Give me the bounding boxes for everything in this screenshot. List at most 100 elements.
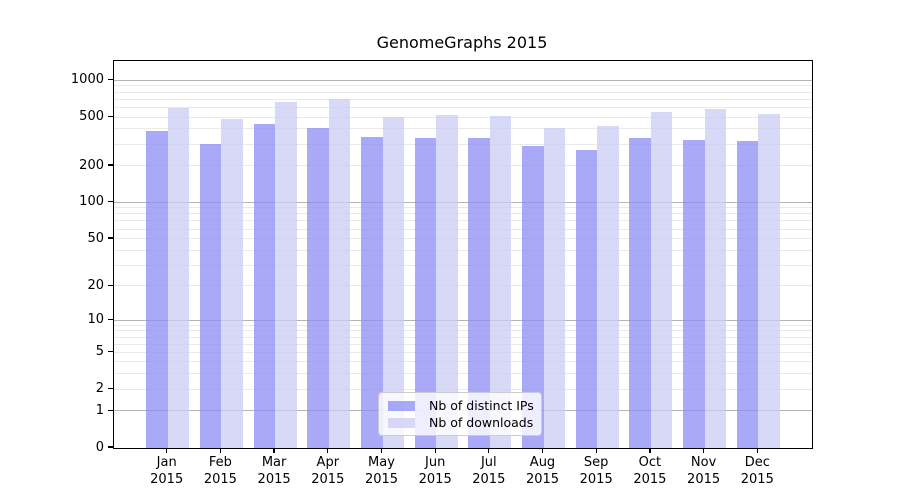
gridline-minor [114, 351, 812, 353]
gridline-major [114, 79, 812, 81]
bar-distinct-ips-jun [414, 137, 437, 448]
gridline-minor [114, 264, 812, 266]
bar-downloads-may [382, 117, 404, 448]
x-tick-label: May 2015 [364, 455, 399, 487]
x-axis-tick [273, 448, 275, 454]
y-tick-label: 500 [79, 109, 104, 124]
x-tick-label: Oct 2015 [633, 455, 667, 487]
x-tick-label: Dec 2015 [740, 455, 774, 487]
gridline-minor [114, 98, 812, 100]
legend-label-distinct-ips: Nb of distinct IPs [429, 398, 534, 413]
y-axis-tick [108, 409, 113, 411]
x-axis-tick [488, 448, 490, 454]
x-tick-label: Nov 2015 [687, 455, 721, 487]
legend: Nb of distinct IPs Nb of downloads [378, 392, 542, 436]
y-tick-label: 20 [87, 277, 104, 293]
bar-distinct-ips-apr [307, 127, 329, 448]
y-tick-label: 1 [95, 402, 104, 418]
x-axis-tick [649, 448, 651, 454]
x-axis-tick [702, 448, 705, 454]
gridline-minor [114, 106, 812, 108]
y-tick-label: 5 [95, 344, 104, 360]
x-axis-tick [327, 448, 329, 454]
gridline-minor [114, 373, 812, 375]
gridline-minor [114, 343, 812, 345]
gridline-minor [114, 361, 812, 363]
x-tick-label: Apr 2015 [311, 455, 345, 487]
y-axis-tick [108, 164, 113, 166]
y-tick-label: 100 [79, 194, 104, 210]
bar-downloads-nov [704, 108, 727, 448]
bar-downloads-jul [489, 116, 512, 448]
gridline-minor [114, 220, 812, 222]
gridline-minor [114, 330, 812, 332]
x-axis-tick [756, 448, 758, 454]
bar-downloads-feb [221, 118, 243, 448]
x-axis-tick [380, 448, 383, 454]
gridline-minor [114, 85, 812, 87]
x-tick-label: Mar 2015 [257, 455, 291, 487]
y-axis-tick [108, 387, 113, 390]
x-axis-tick [434, 448, 436, 454]
y-axis-tick [108, 237, 113, 239]
legend-item-distinct-ips: Nb of distinct IPs [388, 398, 534, 413]
bar-downloads-aug [543, 128, 565, 448]
bar-distinct-ips-oct [629, 137, 651, 448]
bar-distinct-ips-jan [146, 131, 168, 448]
plot-area [113, 60, 813, 449]
x-tick-label: Jan 2015 [150, 455, 184, 487]
bar-distinct-ips-may [361, 136, 383, 448]
chart-title: GenomeGraphs 2015 [376, 33, 548, 52]
bar-downloads-oct [650, 111, 673, 448]
x-tick-label: Jun 2015 [418, 455, 452, 487]
x-axis-tick [541, 448, 544, 454]
x-tick-label: Jul 2015 [472, 455, 506, 487]
bar-distinct-ips-jul [468, 137, 490, 448]
bar-distinct-ips-sep [575, 150, 598, 448]
bar-distinct-ips-aug [522, 146, 544, 448]
x-tick-label: Sep 2015 [579, 455, 613, 487]
y-axis-tick [108, 318, 113, 321]
x-axis-tick [166, 448, 168, 454]
bar-downloads-dec [758, 113, 780, 448]
gridline-minor [114, 228, 812, 230]
gridline-minor [114, 336, 812, 338]
x-tick-label: Feb 2015 [203, 455, 237, 487]
gridline-minor [114, 285, 812, 287]
bar-downloads-jan [167, 108, 190, 448]
bar-distinct-ips-dec [736, 141, 759, 448]
y-tick-label: 200 [79, 157, 104, 173]
gridline-minor [114, 324, 812, 326]
x-axis-tick [595, 448, 597, 454]
bar-downloads-jun [436, 115, 458, 448]
gridline-minor [114, 116, 812, 118]
legend-swatch-distinct-ips [388, 400, 415, 411]
gridline-minor [114, 238, 812, 239]
gridline-major [114, 319, 812, 321]
y-tick-label: 1000 [70, 72, 104, 88]
gridline-minor [114, 91, 812, 93]
x-tick-label: Aug 2015 [525, 455, 560, 487]
legend-label-downloads: Nb of downloads [429, 415, 534, 430]
legend-swatch-downloads [388, 417, 415, 428]
gridline-major [114, 201, 812, 203]
y-axis-tick [108, 115, 113, 118]
gridline-minor [114, 143, 812, 145]
bar-distinct-ips-feb [199, 144, 222, 448]
y-axis-tick [108, 201, 113, 203]
gridline-minor [114, 128, 812, 130]
bar-downloads-sep [597, 125, 619, 448]
bar-downloads-mar [275, 101, 297, 448]
gridline-minor [114, 388, 812, 390]
y-tick-label: 10 [87, 312, 104, 327]
bar-distinct-ips-mar [253, 123, 276, 448]
legend-item-downloads: Nb of downloads [388, 415, 534, 430]
y-tick-label: 50 [87, 230, 104, 246]
gridline-minor [114, 213, 812, 215]
x-axis-tick [219, 448, 222, 454]
y-axis-tick [108, 446, 113, 448]
bar-distinct-ips-nov [683, 139, 705, 448]
y-axis-tick [108, 284, 113, 286]
gridline-minor [114, 207, 812, 209]
